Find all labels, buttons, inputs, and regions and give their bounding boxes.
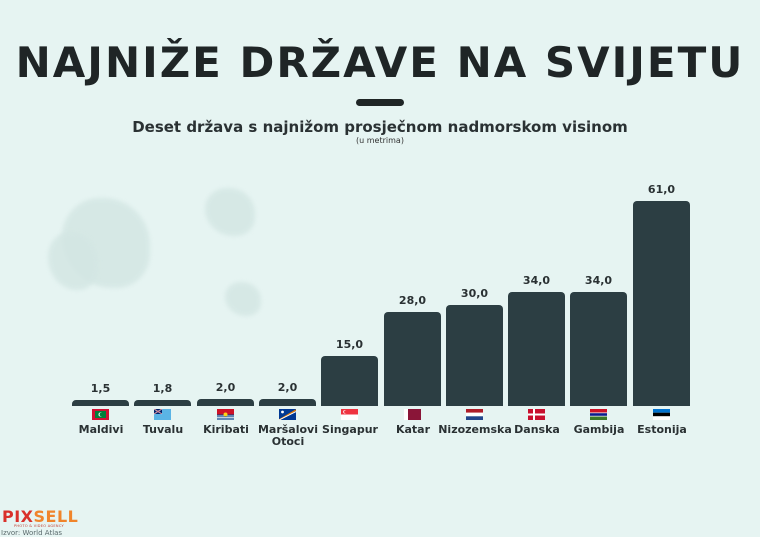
source-note: Izvor: World Atlas [1, 529, 63, 537]
value-label: 61,0 [647, 183, 676, 196]
flag-kiribati-icon [197, 406, 254, 420]
map-decoration [48, 232, 98, 290]
category-label: Nizozemska [438, 423, 512, 436]
value-label: 1,8 [152, 381, 173, 395]
category-label: Kiribati [203, 423, 249, 436]
flag-danska-icon [508, 406, 565, 420]
pixsell-logo: PIXSELL [2, 507, 79, 526]
flag-tuvalu-icon [134, 406, 191, 420]
value-label: 34,0 [522, 273, 551, 287]
chart-subtitle: Deset država s najnižom prosječnom nadmo… [132, 118, 628, 136]
value-label: 34,0 [584, 273, 613, 287]
flag-mar-alovi-otoci-icon [259, 406, 316, 420]
bar-kiribati [197, 399, 254, 406]
flag-singapur-icon [321, 406, 378, 420]
category-label: Estonija [637, 423, 687, 436]
flag-katar-icon [384, 406, 441, 420]
flag-gambija-icon [570, 406, 627, 420]
flag-estonija-icon [633, 406, 690, 420]
logo-tagline: PHOTO & VIDEO AGENCY [14, 524, 64, 528]
bar-nizozemska [446, 305, 503, 406]
map-decoration [225, 282, 261, 316]
bar-mar-alovi-otoci [259, 399, 316, 406]
category-label: Maldivi [78, 423, 124, 436]
flag-maldivi-icon [72, 406, 129, 420]
category-label: Tuvalu [142, 423, 184, 436]
category-label: Danska [514, 423, 560, 436]
value-label: 1,5 [90, 382, 111, 395]
value-label: 28,0 [398, 293, 427, 307]
title-divider [356, 99, 404, 106]
category-label: Katar [395, 423, 431, 436]
page-title: NAJNIŽE DRŽAVE NA SVIJETU [15, 38, 745, 87]
bar-katar [384, 311, 441, 406]
bar-gambija [570, 291, 627, 406]
bar-singapur [321, 355, 378, 406]
value-label: 30,0 [460, 287, 489, 301]
bar-estonija [633, 201, 690, 406]
bar-danska [508, 291, 565, 406]
category-label: Maršalovi Otoci [257, 423, 319, 448]
bar-maldivi [72, 400, 129, 406]
bar-tuvalu [134, 399, 191, 406]
unit-label: (u metrima) [356, 136, 404, 145]
category-label: Singapur [322, 423, 378, 436]
value-label: 15,0 [335, 337, 364, 351]
value-label: 2,0 [277, 381, 298, 395]
flag-nizozemska-icon [446, 406, 503, 420]
value-label: 2,0 [215, 381, 236, 395]
category-label: Gambija [573, 423, 625, 436]
map-decoration [205, 188, 255, 236]
